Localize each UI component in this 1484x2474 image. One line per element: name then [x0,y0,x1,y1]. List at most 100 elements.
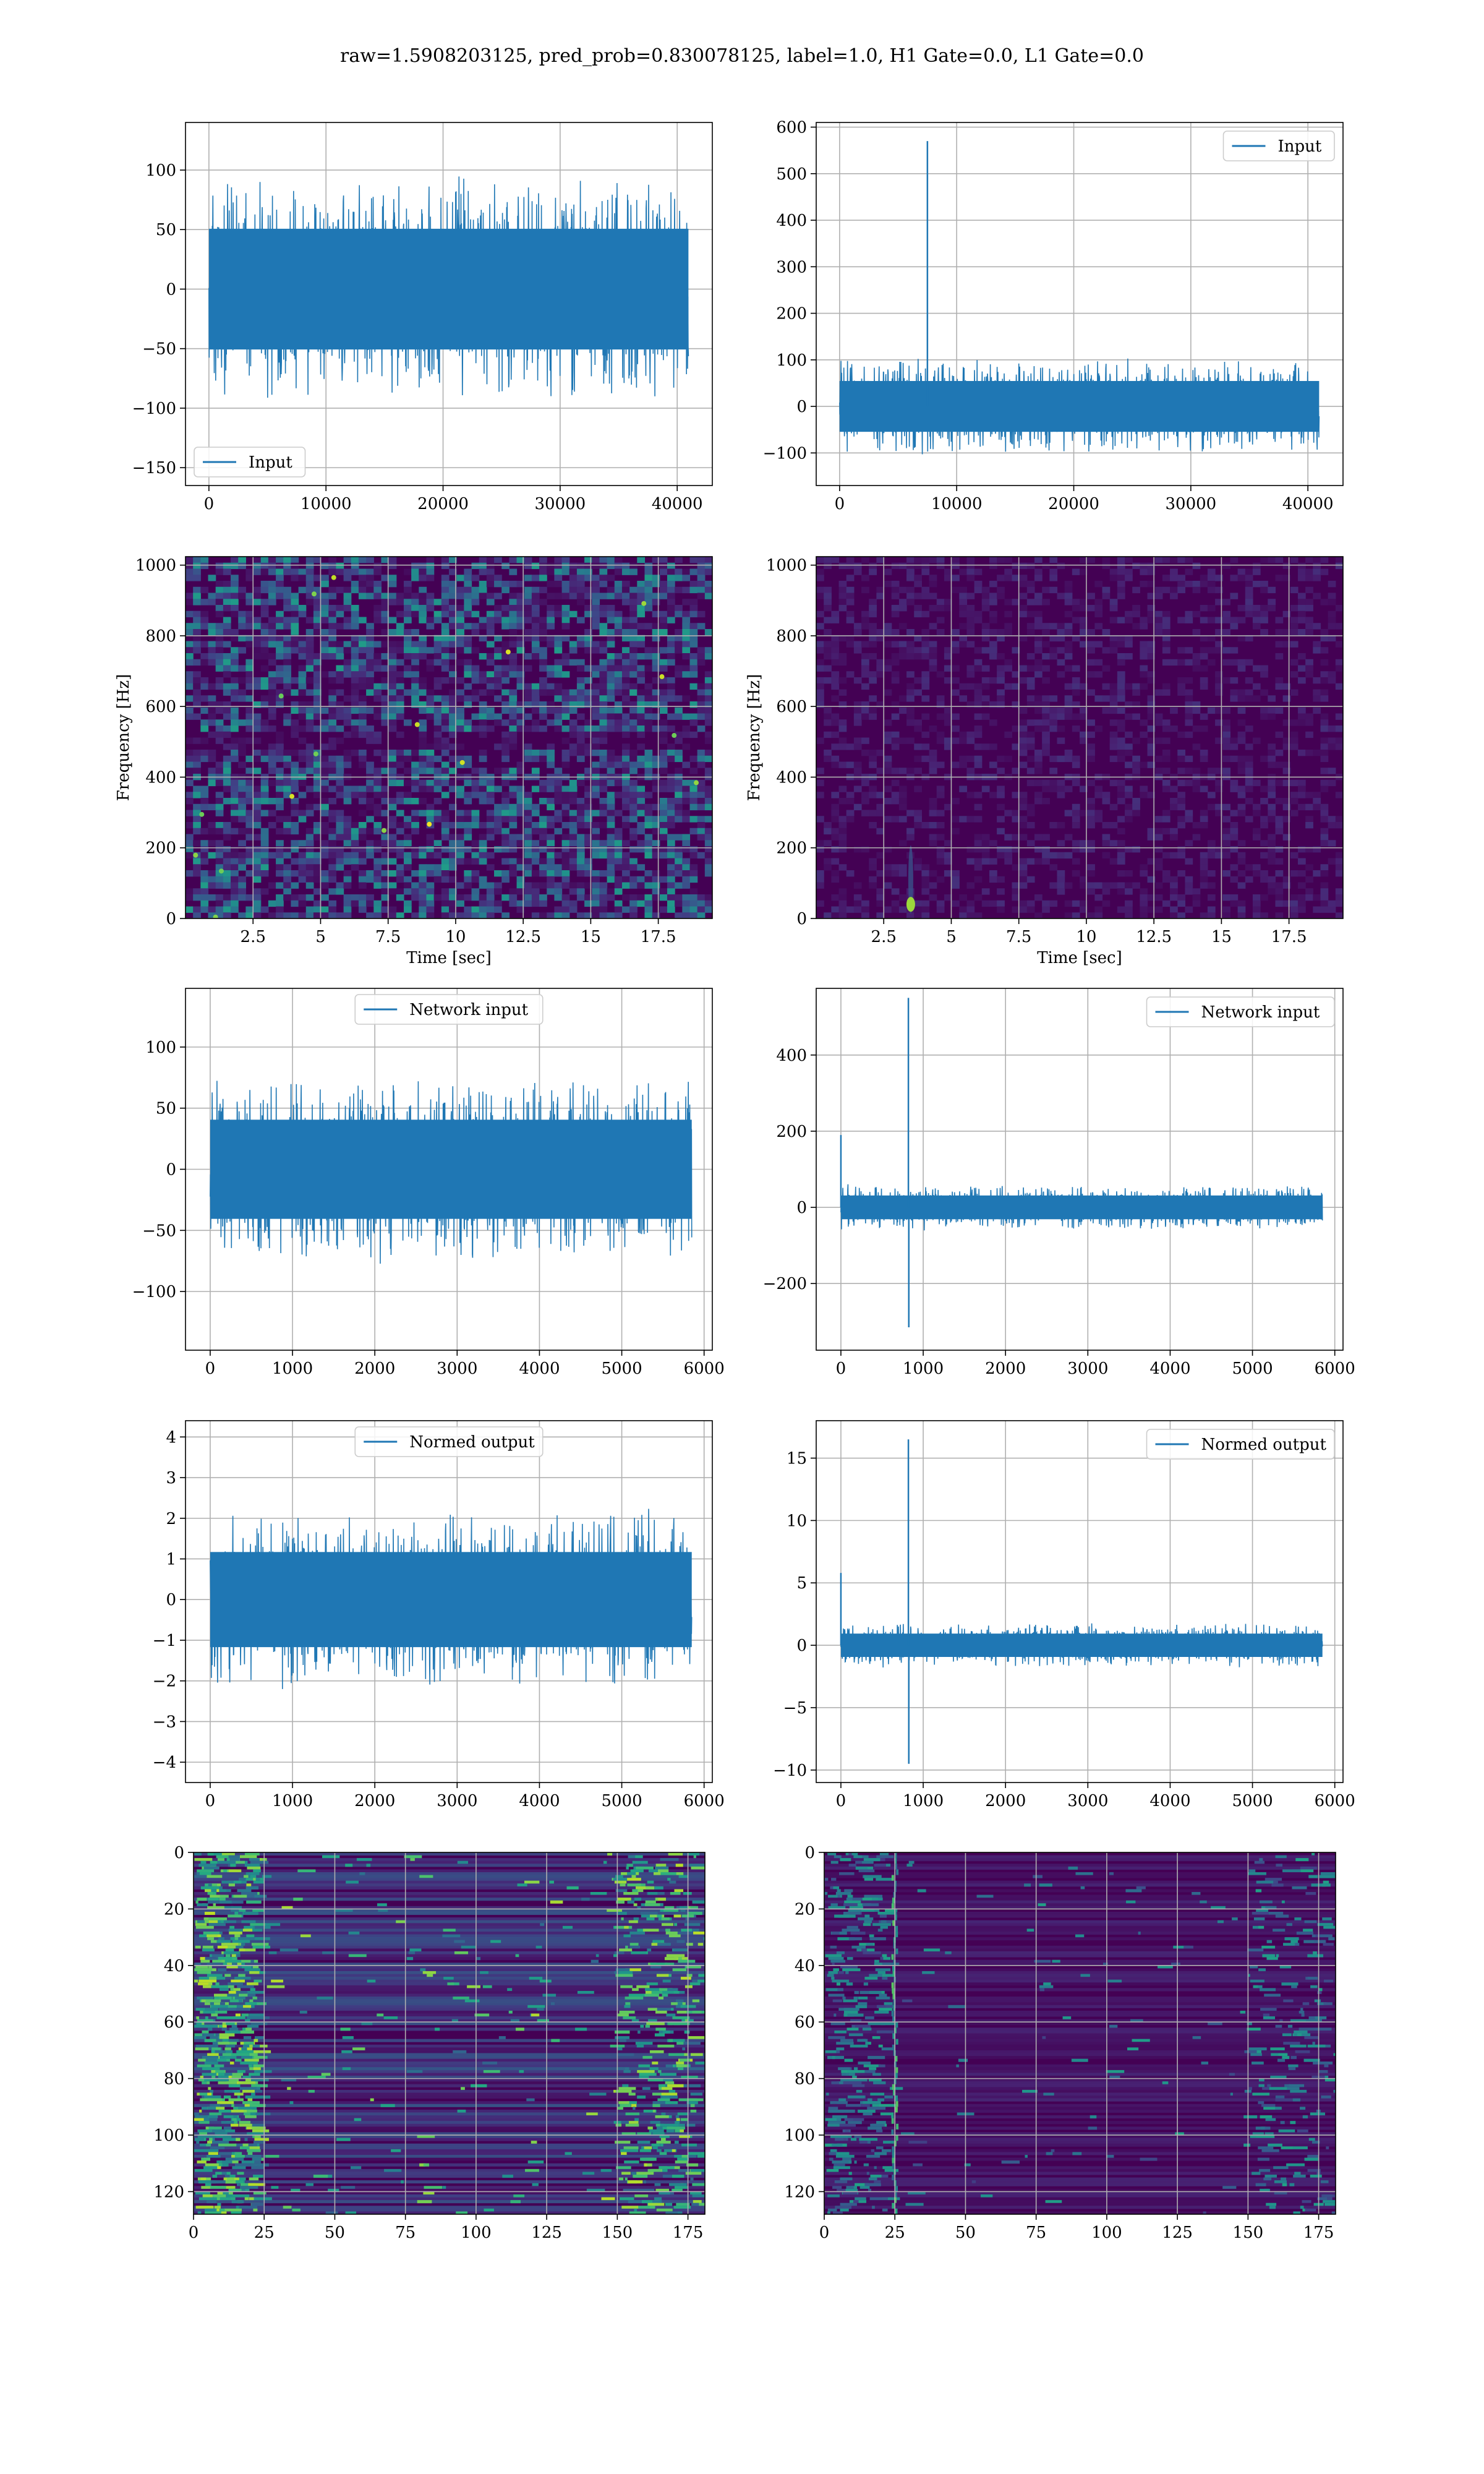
legend: Network input [354,994,544,1025]
y-tick-label: 300 [776,258,807,276]
y-tick-label: 200 [776,305,807,323]
x-tick-label: 2.5 [241,928,266,946]
x-tick-label: 2.5 [871,928,897,946]
x-tick-label: 10 [1076,928,1096,946]
y-tick-label: 1000 [135,557,176,575]
y-tick-label: 60 [164,2013,184,2032]
x-tick-label: 6000 [1315,1359,1355,1378]
y-tick-label: −150 [132,459,176,477]
x-axis-label: Time [sec] [406,949,492,967]
y-tick-label: 100 [784,2126,815,2145]
x-axis-label: Time [sec] [1037,949,1122,967]
y-tick-label: 600 [776,119,807,137]
y-tick-label: 0 [166,910,176,928]
y-tick-label: 400 [776,1047,807,1065]
panel-r4c2: 0 1000 2000 3000 4000 5000 6000 −10 −5 0 5 10 15 Norm… [773,1420,1355,1810]
y-tick-label: 50 [156,221,176,239]
x-tick-label: 6000 [1315,1792,1355,1810]
y-tick-label: 40 [795,1957,815,1975]
y-tick-label: 0 [174,1844,184,1862]
legend-label: Input [1278,137,1322,156]
x-tick-label: 0 [819,2224,830,2242]
x-tick-label: 17.5 [641,928,676,946]
y-tick-label: 0 [796,1637,807,1655]
x-tick-label: 1000 [272,1792,313,1810]
x-tick-label: 0 [205,1359,216,1378]
x-tick-label: 25 [254,2224,275,2242]
y-tick-label: 200 [145,839,176,858]
y-tick-label: 200 [776,839,807,858]
x-tick-label: 10000 [931,495,983,513]
panel-r3c1: 0 1000 2000 3000 4000 5000 6000 −100 −50 0 50 100 Ne… [132,988,725,1378]
series-r4c2 [840,1439,1323,1764]
x-tick-label: 10 [445,928,466,946]
y-tick-label: 1 [166,1550,176,1569]
x-tick-label: 10000 [301,495,352,513]
y-tick-label: 200 [776,1123,807,1141]
x-tick-label: 40000 [652,495,703,513]
y-tick-label: 20 [164,1900,184,1919]
x-tick-label: 4000 [1149,1792,1190,1810]
x-tick-label: 2000 [354,1792,395,1810]
y-tick-label: −2 [153,1672,176,1691]
legend-label: Input [249,453,292,472]
legend-label: Normed output [1201,1436,1327,1454]
heatmap-r2c2 [816,557,1343,918]
y-tick-label: −50 [142,1222,176,1240]
y-tick-label: 400 [145,768,176,787]
y-tick-label: 600 [776,698,807,716]
x-tick-label: 15 [581,928,601,946]
x-tick-label: 12.5 [1136,928,1172,946]
y-tick-label: 400 [776,212,807,230]
y-tick-label: 1000 [766,557,807,575]
x-tick-label: 0 [204,495,215,513]
x-tick-label: 2000 [354,1359,395,1378]
y-tick-label: −200 [763,1275,807,1293]
y-tick-label: 100 [776,351,807,370]
x-tick-label: 0 [836,1792,846,1810]
x-tick-label: 3000 [437,1792,477,1810]
legend: Normed output [1146,1429,1335,1460]
legend: Input [1222,131,1335,161]
y-tick-label: 60 [795,2013,815,2032]
x-tick-label: 50 [325,2224,345,2242]
panel-r2c1: 2.5 5 7.5 10 12.5 15 17.5 0 200 400 600 800 1000 Time… [114,556,713,967]
panel-r5c2: 0 25 50 75 100 125 150 175 0 20 40 60 80 100 120 [784,1844,1336,2242]
y-tick-label: 4 [166,1428,176,1447]
x-tick-label: 75 [395,2224,416,2242]
legend: Network input [1146,996,1335,1027]
y-tick-label: 0 [166,280,176,299]
y-tick-label: 15 [787,1450,807,1468]
x-tick-label: 1000 [272,1359,313,1378]
x-tick-label: 1000 [903,1359,944,1378]
x-tick-label: 50 [955,2224,976,2242]
x-tick-label: 5 [315,928,326,946]
y-tick-label: 600 [145,698,176,716]
x-tick-label: 6000 [684,1792,725,1810]
y-tick-label: 0 [796,1199,807,1217]
y-tick-label: 40 [164,1957,184,1975]
x-tick-label: 125 [1162,2224,1193,2242]
y-tick-label: −100 [132,1283,176,1301]
x-tick-label: 100 [461,2224,492,2242]
x-tick-label: 5000 [601,1792,642,1810]
y-tick-label: 0 [796,910,807,928]
legend-label: Network input [409,1001,528,1019]
x-tick-label: 7.5 [1006,928,1031,946]
x-tick-label: 150 [602,2224,633,2242]
y-tick-label: 400 [776,768,807,787]
series-r4c1 [210,1509,693,1689]
panel-r2c2: 2.5 5 7.5 10 12.5 15 17.5 0 200 400 600 800 1000 Time… [745,556,1344,967]
legend-label: Network input [1201,1003,1320,1022]
x-tick-label: 30000 [1166,495,1217,513]
y-tick-label: 500 [776,165,807,184]
y-tick-label: 50 [156,1100,176,1118]
heatmap-r5c1 [194,1852,705,2214]
x-tick-label: 12.5 [505,928,541,946]
y-tick-label: −5 [783,1699,807,1718]
x-tick-label: 4000 [1149,1359,1190,1378]
x-tick-label: 3000 [1067,1359,1108,1378]
x-tick-label: 4000 [519,1359,560,1378]
axes-frame [193,1852,706,2215]
y-tick-label: 10 [787,1512,807,1530]
